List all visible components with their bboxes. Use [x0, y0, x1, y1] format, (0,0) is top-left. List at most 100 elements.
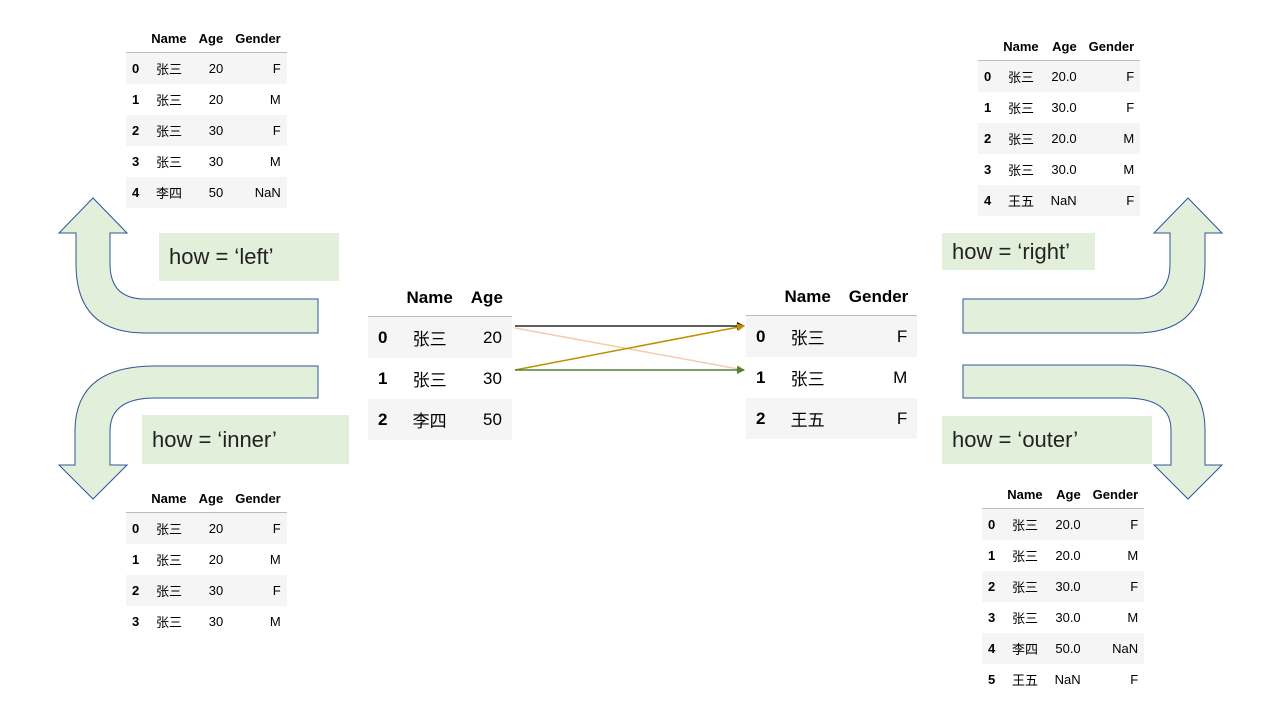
row-index: 3 — [988, 610, 996, 625]
inner-join-arrow — [57, 365, 319, 500]
name-cell: 张三 — [1007, 70, 1034, 85]
name-cell: 张三 — [155, 93, 182, 108]
age-cell: 30 — [208, 583, 224, 598]
table-row: 0 张三 20.0 F — [978, 60, 1141, 92]
name-cell: 李四 — [1011, 642, 1038, 657]
row-index: 0 — [132, 61, 140, 76]
gender-cell: F — [1126, 100, 1135, 115]
column-header: Gender — [839, 269, 918, 316]
table-row: 1 张三 20 M — [126, 544, 287, 575]
name-cell: 张三 — [155, 553, 182, 568]
gender-cell: NaN — [1112, 641, 1139, 656]
row-index: 0 — [988, 517, 996, 532]
age-cell: 20.0 — [1055, 517, 1081, 532]
table-row: 0 张三 20 — [368, 316, 512, 358]
link-left0-right1 — [514, 327, 745, 373]
name-cell: 张三 — [412, 330, 447, 349]
age-cell: 20 — [482, 327, 502, 347]
age-cell: 50.0 — [1055, 641, 1081, 656]
name-cell: 张三 — [1011, 611, 1038, 626]
age-cell: 20.0 — [1051, 131, 1077, 146]
row-index: 3 — [132, 614, 140, 629]
index-header — [368, 270, 398, 317]
row-index: 2 — [132, 123, 140, 138]
name-cell: 张三 — [1007, 163, 1034, 178]
gender-cell: NaN — [254, 185, 281, 200]
row-index: 1 — [132, 92, 140, 107]
table-row: 0 张三 20 F — [126, 52, 287, 84]
gender-cell: M — [893, 367, 908, 387]
name-cell: 李四 — [155, 186, 182, 201]
age-cell: NaN — [1050, 193, 1077, 208]
table-row: 1 张三 30 — [368, 358, 512, 399]
index-header — [978, 24, 998, 61]
how-right-label: how = ‘right’ — [942, 233, 1095, 270]
name-cell: 张三 — [1011, 518, 1038, 533]
age-cell: 20.0 — [1051, 69, 1077, 84]
name-cell: 李四 — [412, 412, 447, 431]
age-cell: 30.0 — [1055, 579, 1081, 594]
age-cell: 30.0 — [1051, 162, 1077, 177]
name-cell: 张三 — [1007, 101, 1034, 116]
row-index: 3 — [132, 154, 140, 169]
name-cell: 张三 — [790, 370, 825, 389]
name-cell: 王五 — [1007, 194, 1034, 209]
gender-cell: F — [896, 408, 908, 428]
table-row: 3 张三 30 M — [126, 146, 287, 177]
age-cell: 30.0 — [1055, 610, 1081, 625]
row-index: 1 — [988, 548, 996, 563]
name-cell: 张三 — [155, 615, 182, 630]
column-header: Age — [461, 270, 512, 317]
index-header — [746, 269, 776, 316]
gender-cell: M — [1123, 131, 1135, 146]
index-header — [126, 476, 146, 513]
age-cell: 20.0 — [1055, 548, 1081, 563]
row-index: 0 — [984, 69, 992, 84]
table-row: 3 张三 30.0 M — [978, 154, 1140, 185]
index-header — [982, 472, 1002, 509]
inner-join-result-table: Name Age Gender 0 张三 20 F 1 张三 20 M 2 张三… — [126, 476, 287, 637]
row-index: 4 — [984, 193, 992, 208]
gender-cell: M — [1127, 610, 1139, 625]
name-cell: 张三 — [155, 155, 182, 170]
right-join-result-table: Name Age Gender 0 张三 20.0 F 1 张三 30.0 F … — [978, 24, 1141, 216]
name-cell: 张三 — [155, 124, 182, 139]
column-header: Gender — [229, 16, 287, 53]
right-join-arrow — [962, 197, 1224, 334]
age-cell: 30 — [208, 154, 224, 169]
row-index: 1 — [984, 100, 992, 115]
gender-cell: F — [272, 521, 281, 536]
table-row: 2 张三 20.0 M — [978, 123, 1141, 154]
age-cell: 20 — [208, 61, 224, 76]
table-row: 3 张三 30 M — [126, 606, 287, 637]
age-cell: 50 — [208, 185, 224, 200]
name-cell: 王五 — [790, 411, 825, 430]
age-cell: 20 — [208, 552, 224, 567]
gender-cell: M — [1123, 162, 1135, 177]
column-header: Gender — [1082, 24, 1141, 61]
age-cell: NaN — [1054, 672, 1081, 687]
table-row: 0 张三 20.0 F — [982, 508, 1145, 540]
column-header: Gender — [229, 476, 287, 513]
column-header: Age — [192, 476, 230, 513]
row-index: 3 — [984, 162, 992, 177]
age-cell: 30.0 — [1051, 100, 1077, 115]
how-left-label: how = ‘left’ — [159, 233, 339, 281]
how-outer-label: how = ‘outer’ — [942, 416, 1152, 464]
row-index: 1 — [132, 552, 140, 567]
age-cell: 30 — [208, 123, 224, 138]
table-row: 1 张三 M — [746, 357, 917, 398]
row-index: 0 — [378, 327, 388, 347]
outer-join-arrow — [962, 364, 1224, 500]
column-header: Name — [1001, 472, 1049, 509]
name-cell: 张三 — [1011, 549, 1038, 564]
how-inner-label: how = ‘inner’ — [142, 415, 349, 464]
name-cell: 张三 — [790, 329, 825, 348]
name-cell: 张三 — [155, 522, 182, 537]
gender-cell: M — [1127, 548, 1139, 563]
row-index: 2 — [378, 409, 388, 429]
row-index: 4 — [988, 641, 996, 656]
column-header: Age — [1048, 472, 1087, 509]
column-header: Age — [192, 16, 230, 53]
